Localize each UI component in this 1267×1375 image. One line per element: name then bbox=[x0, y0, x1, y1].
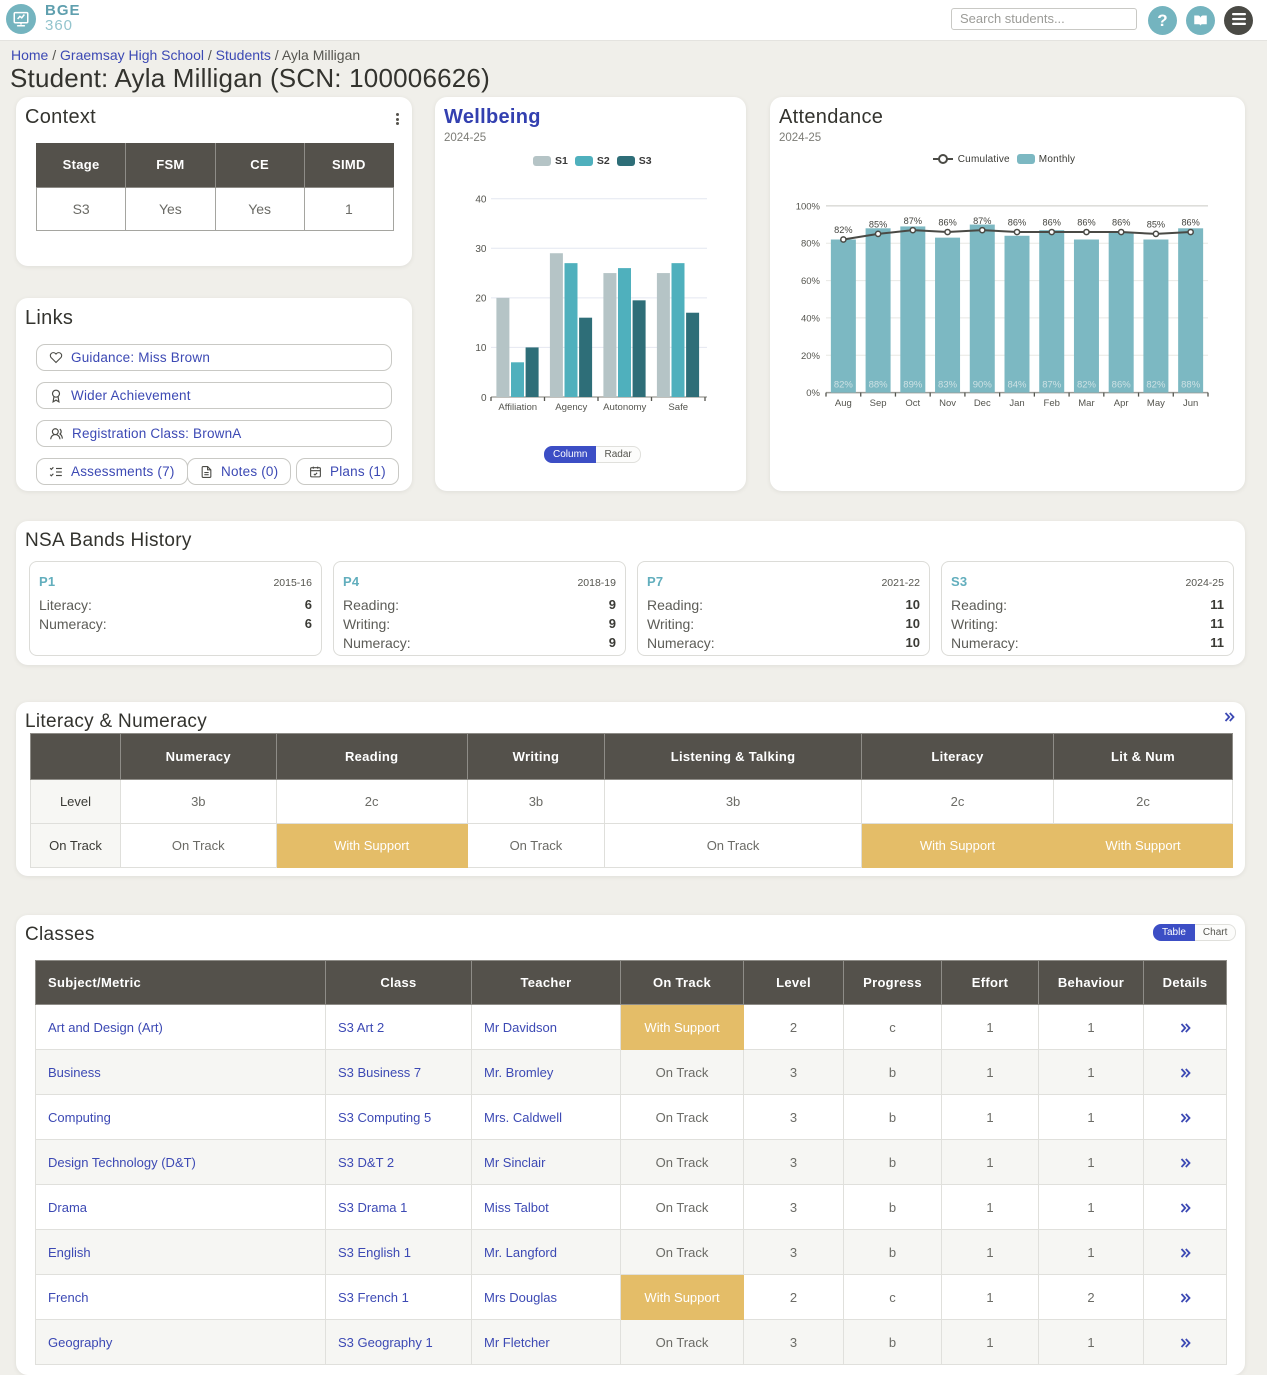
svg-text:10: 10 bbox=[475, 343, 487, 354]
svg-text:Sep: Sep bbox=[870, 398, 887, 409]
svg-text:84%: 84% bbox=[1007, 380, 1027, 391]
svg-text:Feb: Feb bbox=[1044, 398, 1060, 409]
svg-text:87%: 87% bbox=[1042, 380, 1062, 391]
svg-text:Jan: Jan bbox=[1009, 398, 1024, 409]
svg-text:82%: 82% bbox=[1077, 380, 1097, 391]
svg-text:20%: 20% bbox=[801, 351, 821, 362]
svg-text:40%: 40% bbox=[801, 313, 821, 324]
svg-text:0: 0 bbox=[481, 393, 487, 404]
svg-text:Autonomy: Autonomy bbox=[603, 402, 646, 413]
svg-text:100%: 100% bbox=[796, 201, 821, 212]
svg-text:Agency: Agency bbox=[555, 402, 587, 413]
svg-text:86%: 86% bbox=[1112, 380, 1132, 391]
svg-text:Safe: Safe bbox=[668, 402, 688, 413]
svg-text:Mar: Mar bbox=[1078, 398, 1094, 409]
svg-text:Aug: Aug bbox=[835, 398, 852, 409]
svg-text:82%: 82% bbox=[834, 380, 854, 391]
svg-text:86%: 86% bbox=[1008, 218, 1026, 228]
svg-text:83%: 83% bbox=[938, 380, 958, 391]
svg-text:60%: 60% bbox=[801, 276, 821, 287]
svg-text:88%: 88% bbox=[1181, 380, 1201, 391]
svg-text:86%: 86% bbox=[1112, 218, 1130, 228]
svg-text:87%: 87% bbox=[973, 216, 991, 226]
svg-text:Apr: Apr bbox=[1114, 398, 1129, 409]
svg-text:88%: 88% bbox=[869, 380, 889, 391]
svg-text:82%: 82% bbox=[1146, 380, 1166, 391]
svg-text:82%: 82% bbox=[834, 225, 852, 235]
svg-text:89%: 89% bbox=[903, 380, 923, 391]
svg-text:86%: 86% bbox=[1077, 218, 1095, 228]
svg-text:40: 40 bbox=[475, 195, 487, 206]
svg-text:Jun: Jun bbox=[1183, 398, 1198, 409]
svg-text:Affiliation: Affiliation bbox=[498, 402, 537, 413]
svg-text:Dec: Dec bbox=[974, 398, 991, 409]
svg-text:0%: 0% bbox=[806, 388, 820, 399]
svg-text:20: 20 bbox=[475, 294, 487, 305]
svg-text:87%: 87% bbox=[904, 216, 922, 226]
svg-text:90%: 90% bbox=[973, 380, 993, 391]
svg-text:85%: 85% bbox=[869, 220, 887, 230]
svg-text:30: 30 bbox=[475, 244, 487, 255]
svg-text:Oct: Oct bbox=[905, 398, 920, 409]
svg-text:85%: 85% bbox=[1147, 220, 1165, 230]
svg-text:80%: 80% bbox=[801, 239, 821, 250]
svg-text:86%: 86% bbox=[1181, 218, 1199, 228]
svg-text:Nov: Nov bbox=[939, 398, 956, 409]
svg-text:86%: 86% bbox=[1043, 218, 1061, 228]
svg-text:May: May bbox=[1147, 398, 1165, 409]
svg-text:86%: 86% bbox=[938, 218, 956, 228]
